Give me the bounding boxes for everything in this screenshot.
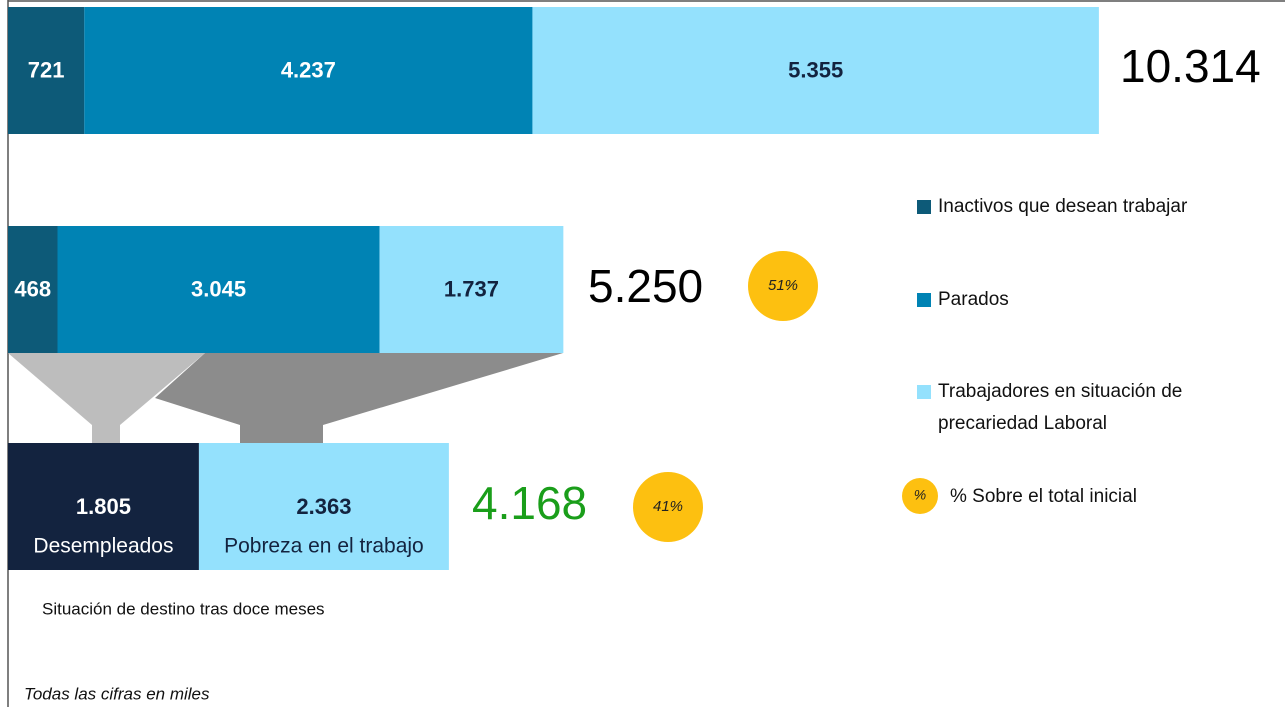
destination-segment [8, 443, 199, 570]
legend-line: Trabajadores en situación de [938, 381, 1182, 402]
destination-value: 2.363 [296, 494, 351, 519]
legend-item: Trabajadores en situación de precariedad … [917, 381, 1182, 434]
total-label: 10.314 [1120, 40, 1261, 92]
total-label: 5.250 [588, 260, 703, 312]
destination-name: Desempleados [33, 535, 173, 558]
bar-segment [84, 7, 533, 134]
legend-line: precariedad Laboral [938, 413, 1107, 434]
bar-segment [8, 7, 85, 134]
legend-label: Inactivos que desean trabajar [938, 196, 1188, 217]
segment-label: 721 [28, 57, 65, 82]
legend-label: Trabajadores en situación de precariedad … [938, 381, 1182, 434]
bar-segment [8, 226, 58, 353]
legend-swatch [917, 200, 931, 214]
note: Todas las cifras en miles [24, 684, 210, 703]
destination-total: 4.168 [472, 477, 587, 529]
bar-segment [532, 7, 1099, 134]
segment-label: 5.355 [788, 57, 843, 82]
legend-item: Parados [917, 289, 1009, 310]
segment-label: 3.045 [191, 276, 246, 301]
segment-label: 4.237 [281, 57, 336, 82]
share-badge [633, 472, 703, 542]
caption: Situación de destino tras doce meses [42, 599, 325, 618]
share-badge [748, 251, 818, 321]
funnel-dark [155, 353, 563, 443]
share-legend-label: % Sobre el total inicial [950, 486, 1137, 507]
bar-segment [379, 226, 564, 353]
share-legend-symbol: % [914, 487, 926, 503]
legend-label: Parados [938, 289, 1009, 310]
segment-label: 1.737 [444, 276, 499, 301]
destination-value: 1.805 [76, 494, 131, 519]
share-legend-badge [902, 478, 938, 514]
legend-item: Inactivos que desean trabajar [917, 196, 1188, 217]
share-label: 41% [653, 498, 683, 515]
funnel-light [8, 353, 205, 443]
share-label: 51% [768, 277, 798, 294]
destination-name: Pobreza en el trabajo [224, 535, 424, 558]
segment-label: 468 [14, 276, 51, 301]
legend-swatch [917, 385, 931, 399]
bar-segment [57, 226, 380, 353]
destination-segment [198, 443, 449, 570]
legend-swatch [917, 293, 931, 307]
